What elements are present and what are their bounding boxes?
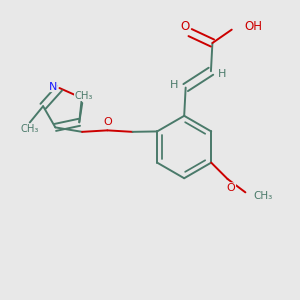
Text: CH₃: CH₃: [254, 191, 273, 201]
Text: O: O: [83, 92, 92, 101]
Text: H: H: [170, 80, 178, 90]
Text: O: O: [180, 20, 189, 33]
Text: OH: OH: [244, 20, 262, 33]
Text: O: O: [227, 183, 236, 193]
Text: H: H: [218, 69, 226, 79]
Text: CH₃: CH₃: [21, 124, 39, 134]
Text: N: N: [49, 82, 57, 92]
Text: O: O: [103, 117, 112, 127]
Text: CH₃: CH₃: [74, 91, 93, 100]
